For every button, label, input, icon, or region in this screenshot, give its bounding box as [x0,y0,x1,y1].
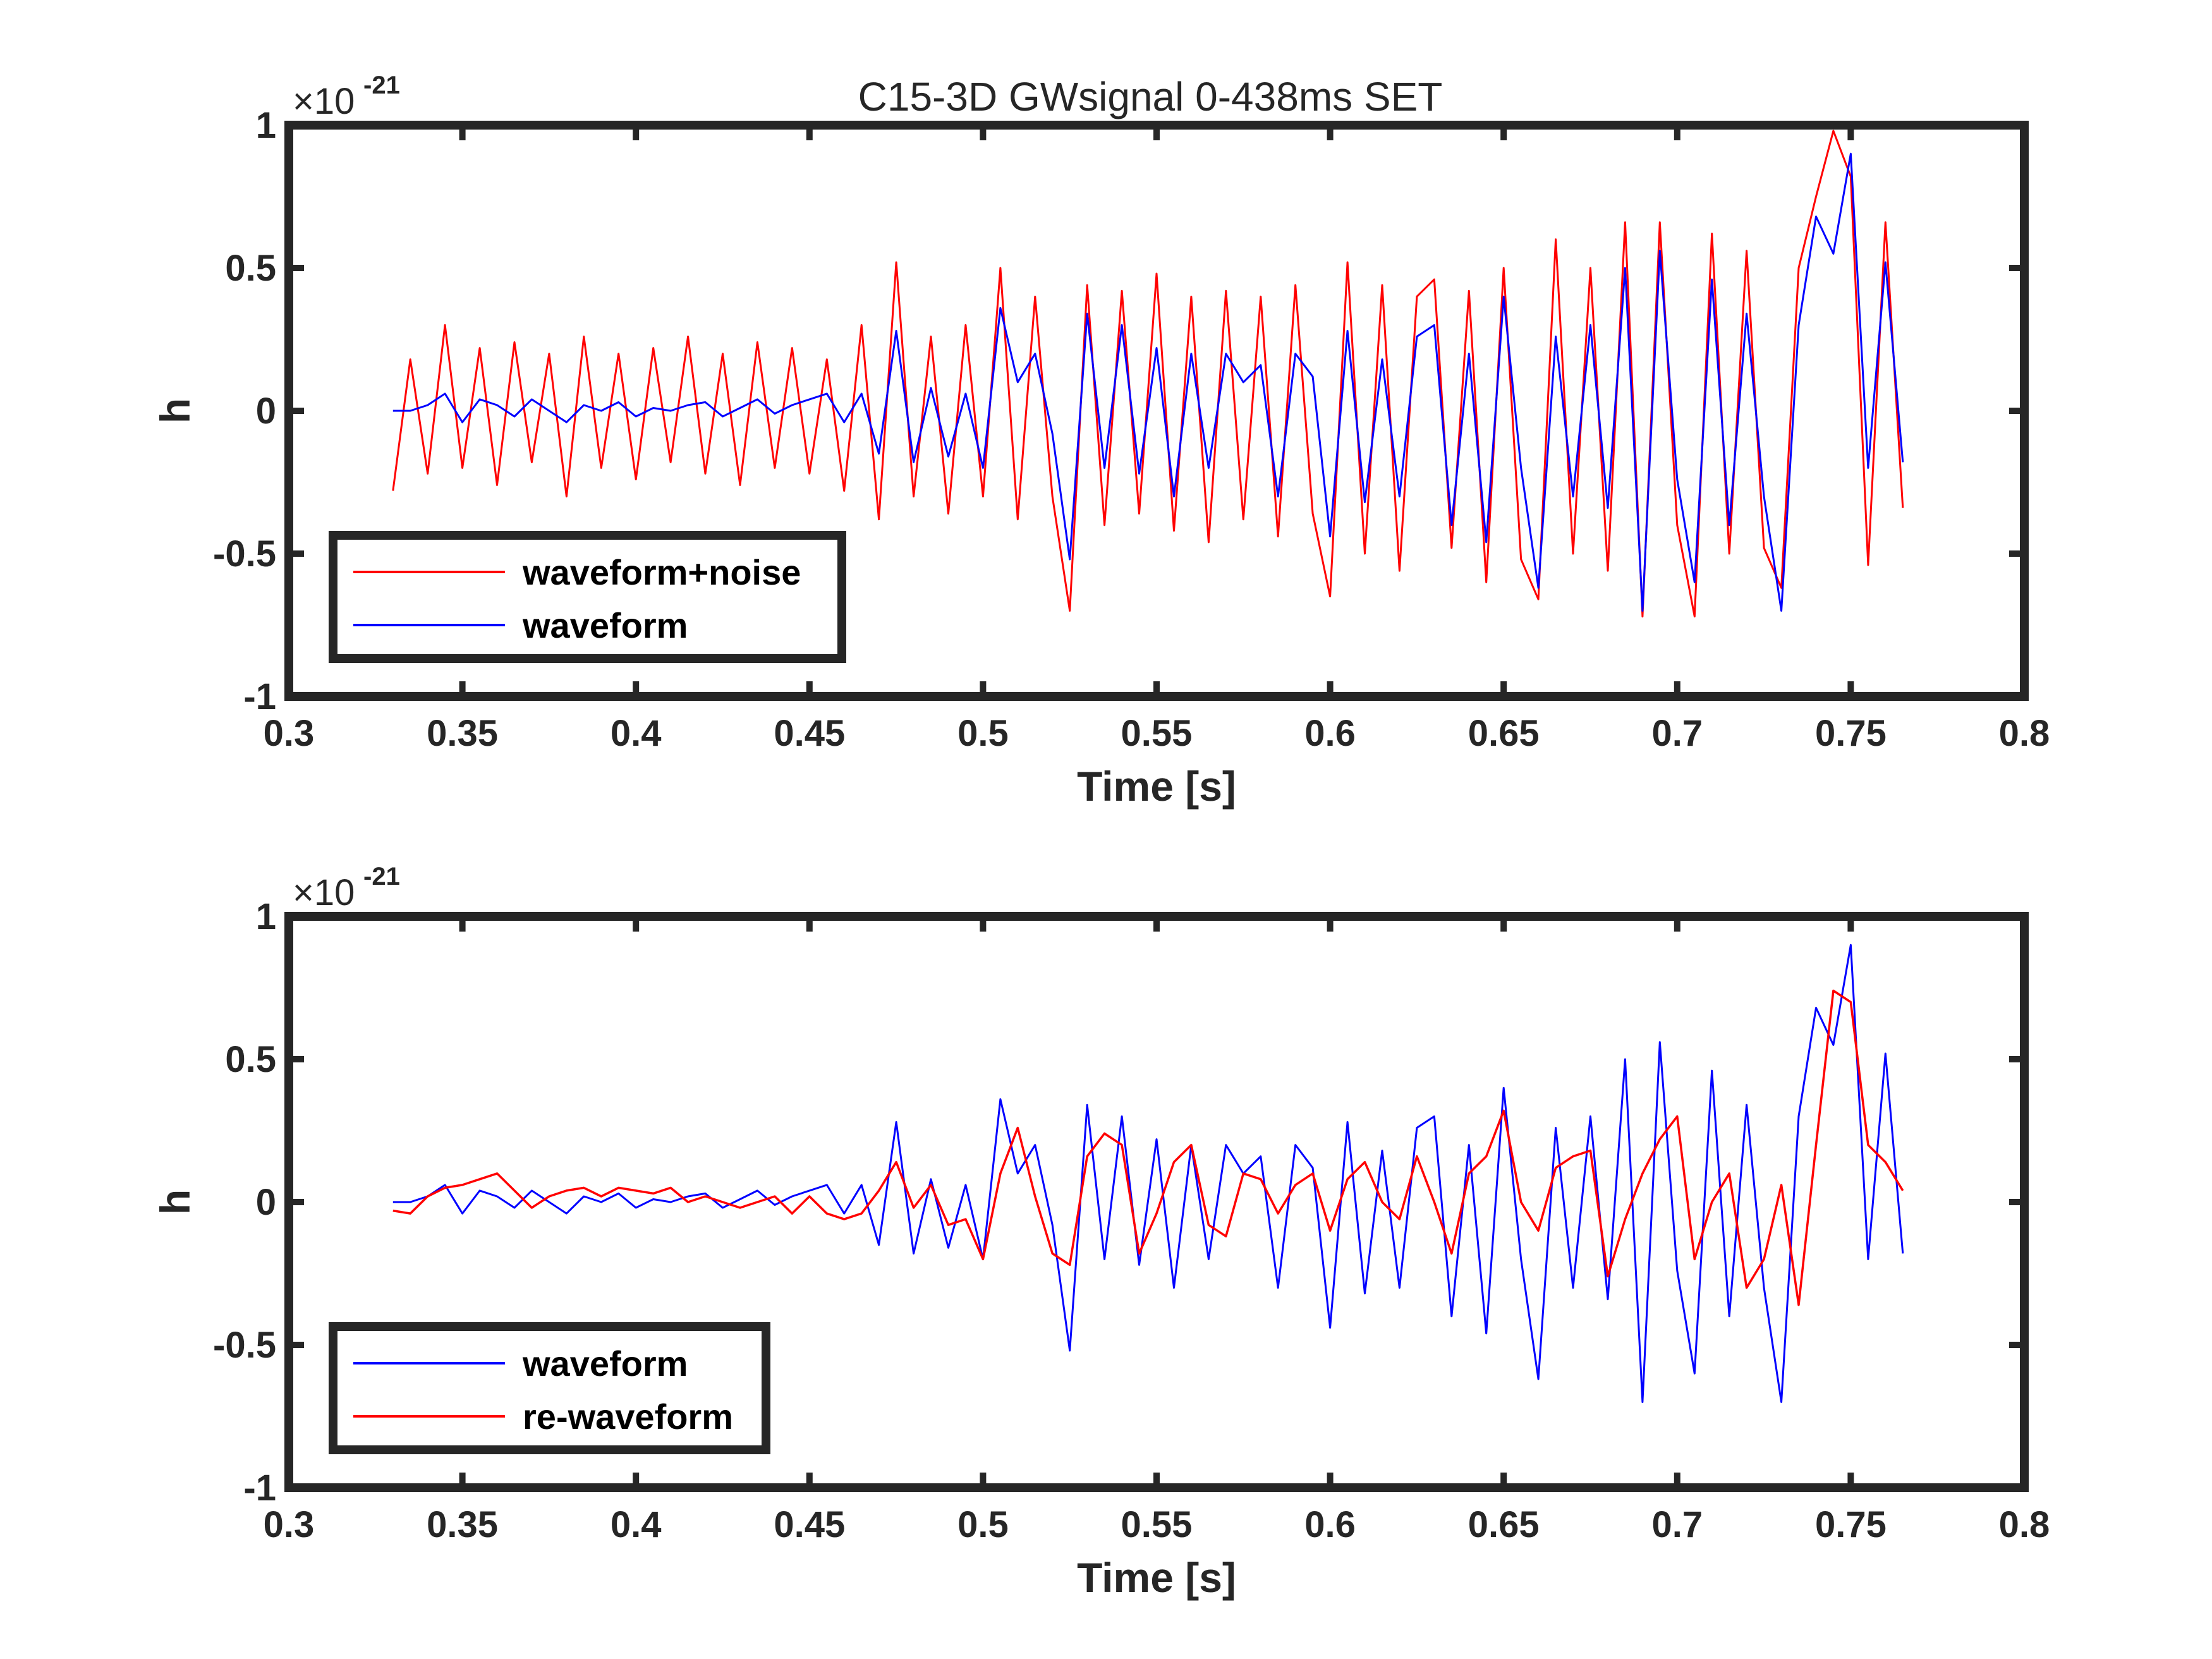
bottom-xtick-label: 0.3 [264,1504,315,1545]
top-xtick-label: 0.45 [774,713,845,754]
bottom-xtick-label: 0.35 [427,1504,498,1545]
top-xtick-label: 0.35 [427,713,498,754]
bottom-ytick-label: 0 [256,1182,276,1223]
top-multiplier-exponent: -21 [363,71,400,99]
bottom-xtick-label: 0.6 [1304,1504,1356,1545]
top-multiplier-base: ×10 [293,81,355,122]
bottom-multiplier-base: ×10 [293,872,355,913]
bottom-xtick-label: 0.8 [1999,1504,2050,1545]
bottom-panel: 0.3 0.35 0.4 0.45 0.5 0.55 0.6 0.65 0.7 0.75 0.8 -1… [152,863,2050,1601]
bottom-legend-box [329,1322,770,1454]
top-ylabel: h [152,398,198,423]
bottom-legend-label: re-waveform [523,1397,733,1437]
top-ytick-label: 0.5 [225,248,276,289]
bottom-series-waveform [392,944,1904,1403]
top-ytick-label: 0 [256,391,276,432]
top-xtick-label: 0.5 [957,713,1009,754]
bottom-xtick-label: 0.65 [1468,1504,1540,1545]
bottom-xlabel: Time [s] [1077,1554,1236,1601]
bottom-xtick-label: 0.7 [1651,1504,1703,1545]
top-legend-label: waveform+noise [522,552,801,592]
bottom-xtick-label: 0.75 [1815,1504,1887,1545]
bottom-xtick-label: 0.55 [1121,1504,1193,1545]
top-xtick-label: 0.75 [1815,713,1887,754]
figure-title: C15-3D GWsignal 0-438ms SET [858,74,1443,119]
top-xtick-label: 0.8 [1999,713,2050,754]
bottom-xtick-label: 0.5 [957,1504,1009,1545]
top-xtick-label: 0.6 [1304,713,1356,754]
top-xtick-label: 0.3 [264,713,315,754]
bottom-ytick-label: -0.5 [213,1325,276,1366]
top-legend-label: waveform [522,605,688,645]
bottom-xtick-label: 0.4 [611,1504,662,1545]
top-series-waveform [392,152,1904,612]
top-xlabel: Time [s] [1077,763,1236,810]
top-xtick-label: 0.65 [1468,713,1540,754]
bottom-ylabel: h [152,1189,198,1215]
top-legend-box [329,531,846,663]
top-xtick-label: 0.4 [611,713,662,754]
top-ytick-label: -1 [243,676,276,717]
bottom-ytick-label: 1 [256,896,276,937]
bottom-xtick-label: 0.45 [774,1504,845,1545]
top-xtick-label: 0.55 [1121,713,1193,754]
top-panel: 0.3 0.35 0.4 0.45 0.5 0.55 0.6 0.65 0.7 0.75 0.8 -1… [152,71,2050,810]
top-xtick-label: 0.7 [1651,713,1703,754]
bottom-legend-label: waveform [522,1344,688,1383]
bottom-ytick-label: -1 [243,1468,276,1509]
top-ytick-label: -0.5 [213,533,276,574]
top-ytick-label: 1 [256,105,276,146]
bottom-multiplier-exponent: -21 [363,863,400,890]
bottom-ytick-label: 0.5 [225,1039,276,1080]
bottom-series-re-waveform [392,989,1904,1306]
